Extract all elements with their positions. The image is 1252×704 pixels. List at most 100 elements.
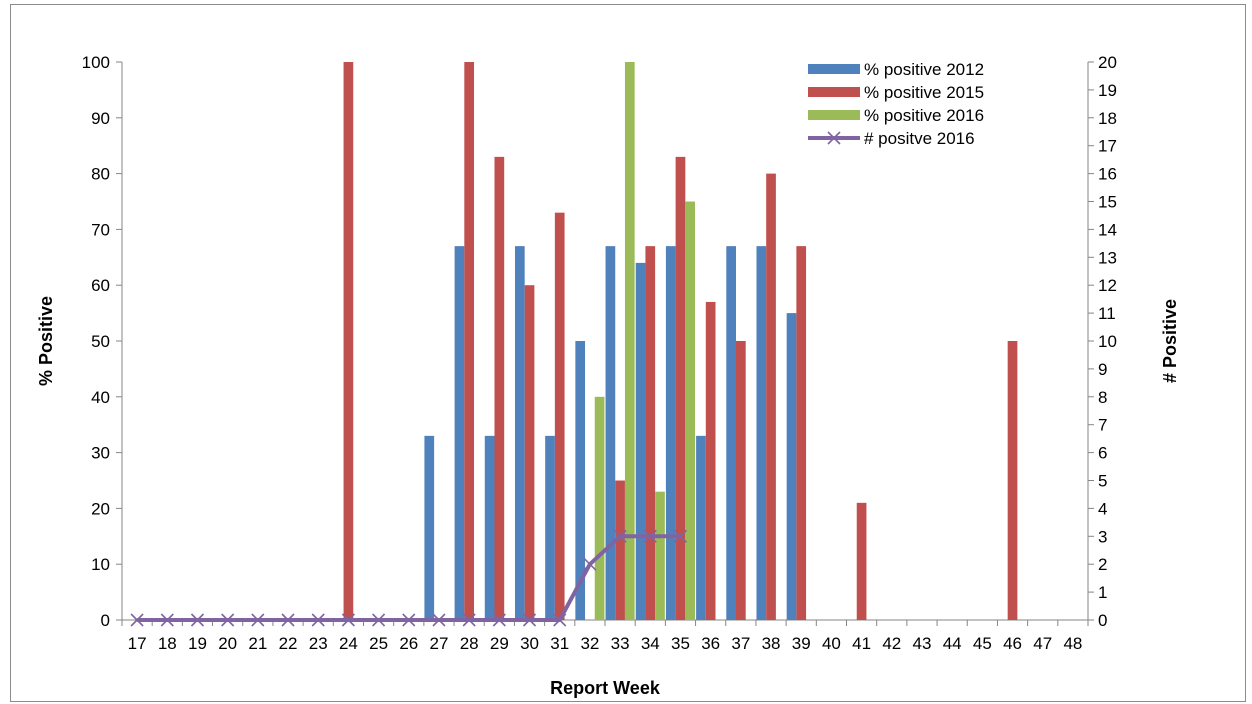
bar	[665, 246, 676, 620]
y-tick-label-left: 30	[91, 444, 110, 463]
y-tick-label-right: 18	[1098, 109, 1117, 128]
line-point	[673, 529, 688, 543]
y-tick-label-right: 10	[1098, 332, 1117, 351]
y-tick-label-right: 14	[1098, 220, 1117, 239]
x-tick-label: 38	[762, 634, 781, 653]
bar	[484, 435, 495, 620]
y-tick-label-left: 40	[91, 388, 110, 407]
x-tick-label: 48	[1063, 634, 1082, 653]
line-point	[160, 613, 174, 627]
bar	[554, 212, 565, 620]
bar	[545, 435, 555, 620]
y-tick-label-left: 50	[91, 332, 110, 351]
legend: % positive 2012 % positive 2015 % positive…	[808, 60, 984, 148]
bar	[624, 62, 635, 620]
bar	[594, 396, 605, 620]
line-point	[130, 613, 144, 627]
y-tick-label-right: 20	[1098, 53, 1117, 72]
legend-swatch	[808, 110, 860, 120]
line-point	[341, 613, 355, 627]
bar	[796, 246, 807, 620]
x-tick-label: 17	[128, 634, 147, 653]
x-tick-label: 47	[1033, 634, 1052, 653]
line-point	[432, 613, 446, 627]
line-layer	[130, 529, 688, 627]
bar	[655, 491, 665, 620]
x-tick-label: 37	[731, 634, 750, 653]
bar	[766, 173, 776, 620]
bar	[756, 246, 767, 620]
line-point	[492, 613, 506, 627]
y-tick-label-right: 17	[1098, 137, 1117, 156]
x-tick-label: 33	[611, 634, 630, 653]
bar	[514, 246, 525, 620]
line-point	[402, 613, 416, 627]
axis-layer: 0102030405060708090100012345678910111213…	[82, 53, 1117, 653]
line-point	[613, 529, 627, 543]
y-tick-label-right: 5	[1098, 472, 1107, 491]
legend-label: % positive 2015	[864, 83, 984, 102]
line-point	[462, 613, 476, 627]
line-point	[583, 557, 597, 571]
bar	[494, 156, 505, 621]
y-tick-label-left: 60	[91, 276, 110, 295]
legend-line-marker	[827, 131, 841, 145]
bar	[705, 301, 716, 620]
y-tick-label-right: 7	[1098, 416, 1107, 435]
y-axis-title-right: # Positive	[1160, 299, 1180, 383]
x-tick-label: 27	[430, 634, 449, 653]
y-tick-label-right: 4	[1098, 499, 1107, 518]
x-tick-label: 36	[701, 634, 720, 653]
y-tick-label-right: 1	[1098, 583, 1107, 602]
y-tick-label-right: 2	[1098, 555, 1107, 574]
y-tick-label-left: 90	[91, 109, 110, 128]
line-point	[251, 613, 265, 627]
y-tick-label-left: 100	[82, 53, 110, 72]
x-tick-label: 22	[279, 634, 298, 653]
bar	[575, 341, 586, 620]
line-point	[281, 613, 295, 627]
y-tick-label-left: 20	[91, 499, 110, 518]
x-tick-label: 20	[218, 634, 237, 653]
x-tick-label: 30	[520, 634, 539, 653]
x-tick-label: 42	[882, 634, 901, 653]
y-tick-label-right: 8	[1098, 388, 1107, 407]
legend-swatch	[808, 64, 860, 74]
x-tick-label: 19	[188, 634, 207, 653]
bar	[1007, 341, 1018, 620]
bar	[696, 435, 706, 620]
y-tick-label-right: 9	[1098, 360, 1107, 379]
bar	[675, 156, 686, 621]
bar	[464, 62, 475, 620]
x-tick-label: 44	[943, 634, 962, 653]
y-tick-label-left: 0	[101, 611, 110, 630]
y-tick-label-left: 80	[91, 165, 110, 184]
bar	[424, 435, 435, 620]
line-point	[372, 613, 386, 627]
x-tick-label: 35	[671, 634, 690, 653]
x-tick-label: 43	[913, 634, 932, 653]
bar-layer	[343, 62, 1018, 621]
bar	[645, 246, 656, 620]
x-tick-label: 25	[369, 634, 388, 653]
x-axis-title: Report Week	[550, 678, 661, 698]
bar	[726, 246, 736, 620]
x-tick-label: 28	[460, 634, 479, 653]
y-tick-label-right: 12	[1098, 276, 1117, 295]
bar	[615, 480, 625, 620]
legend-label: % positive 2012	[864, 60, 984, 79]
line-point	[190, 613, 205, 627]
x-tick-label: 34	[641, 634, 660, 653]
line-point	[643, 529, 657, 543]
legend-swatch	[808, 87, 860, 97]
y-axis-title-left: % Positive	[36, 296, 56, 386]
y-tick-label-right: 13	[1098, 248, 1117, 267]
y-tick-label-right: 3	[1098, 527, 1107, 546]
bar	[524, 285, 535, 620]
x-tick-label: 31	[550, 634, 569, 653]
bar	[786, 313, 797, 620]
y-tick-label-right: 11	[1098, 304, 1116, 323]
legend-label: # positve 2016	[864, 129, 975, 148]
x-tick-label: 32	[580, 634, 599, 653]
